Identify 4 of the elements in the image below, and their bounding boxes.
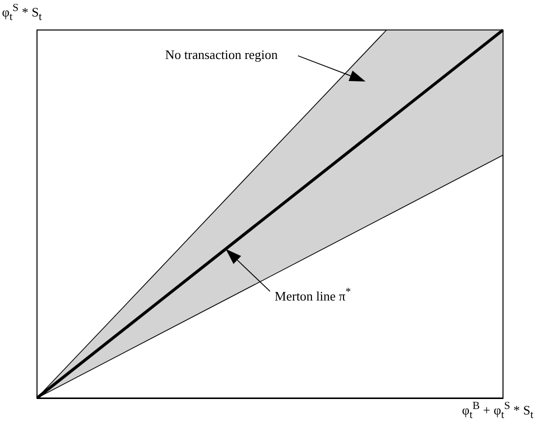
x-axis-title: φ$_{t}$$^{B}$ + φ$_{t}$$^{S}$ * S$_{t}$: [462, 400, 534, 421]
annotation: No transaction region: [165, 46, 278, 63]
y-axis-title: φ$_{t}$$^{S}$ * S$_{t}$: [2, 2, 42, 23]
annotation: Merton line π$^{*}$: [274, 286, 351, 304]
